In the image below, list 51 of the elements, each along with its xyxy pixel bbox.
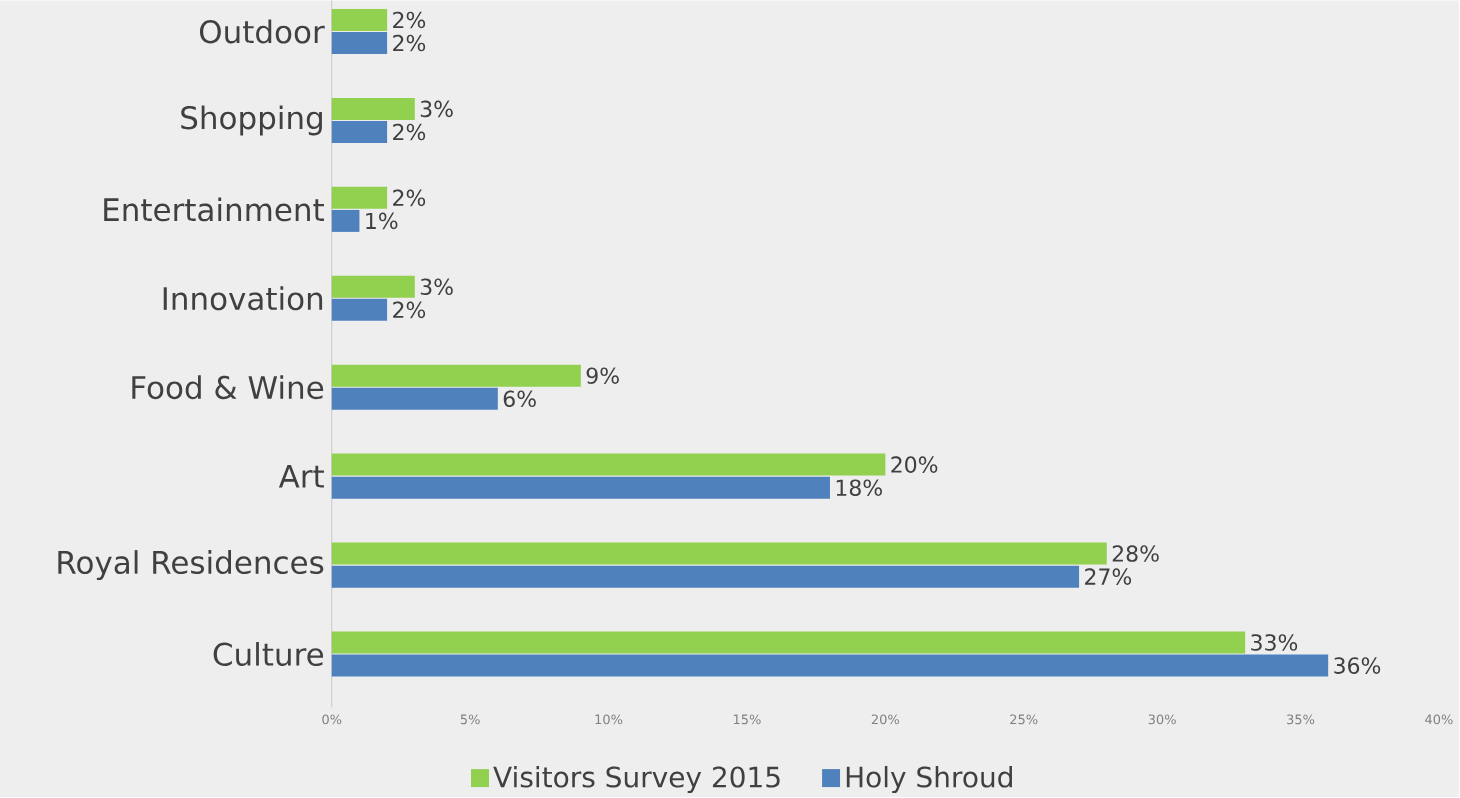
data-label: 2% <box>393 189 426 207</box>
data-label: 27% <box>1085 568 1132 585</box>
data-label: 1% <box>366 212 398 230</box>
y-tick-label: Outdoor <box>199 19 325 44</box>
data-label: 20% <box>891 456 938 473</box>
bar <box>331 387 498 410</box>
bar <box>331 186 388 209</box>
x-tick-label: 15% <box>733 714 761 725</box>
bar <box>331 275 415 298</box>
x-tick-label: 40% <box>1425 714 1453 725</box>
data-label: 2% <box>393 301 426 319</box>
bar <box>331 476 830 499</box>
x-tick-label: 20% <box>871 714 900 725</box>
data-label: 33% <box>1251 634 1298 651</box>
data-label: 2% <box>393 11 426 29</box>
bar <box>331 97 415 120</box>
data-label: 9% <box>586 367 619 384</box>
y-tick-label: Shopping <box>181 105 322 136</box>
y-tick-label: Royal Residences <box>58 550 324 580</box>
bar <box>331 31 388 54</box>
y-tick-label: Entertainment <box>104 197 324 222</box>
x-tick-label: 10% <box>595 714 623 725</box>
data-label: 3% <box>420 278 453 295</box>
x-tick-label: 25% <box>1010 714 1038 725</box>
x-tick-label: 5% <box>460 714 480 725</box>
bar <box>331 120 388 143</box>
bar <box>331 209 360 232</box>
bar <box>331 8 388 31</box>
y-tick-label: Art <box>278 464 324 488</box>
legend-label: Visitors Survey 2015 <box>493 765 780 793</box>
bar <box>331 364 581 387</box>
bar <box>331 654 1329 677</box>
data-label: 2% <box>393 123 426 141</box>
bar <box>331 565 1080 588</box>
data-label: 36% <box>1334 657 1381 674</box>
x-tick-label: 30% <box>1148 714 1176 725</box>
data-label: 28% <box>1112 545 1159 562</box>
legend-label: Holy Shroud <box>846 765 1012 793</box>
x-tick-label: 35% <box>1287 714 1315 725</box>
x-tick-label: 0% <box>322 714 342 725</box>
y-tick-label: Innovation <box>163 286 323 311</box>
bar <box>331 453 886 476</box>
y-tick-label: Culture <box>213 641 324 666</box>
y-tick-label: Food & Wine <box>132 375 324 400</box>
data-label: 2% <box>393 34 426 52</box>
data-label: 6% <box>503 390 536 407</box>
data-label: 3% <box>420 100 453 118</box>
data-label: 18% <box>836 479 882 496</box>
bar <box>331 298 388 321</box>
bar <box>331 542 1107 565</box>
bar <box>331 631 1246 654</box>
